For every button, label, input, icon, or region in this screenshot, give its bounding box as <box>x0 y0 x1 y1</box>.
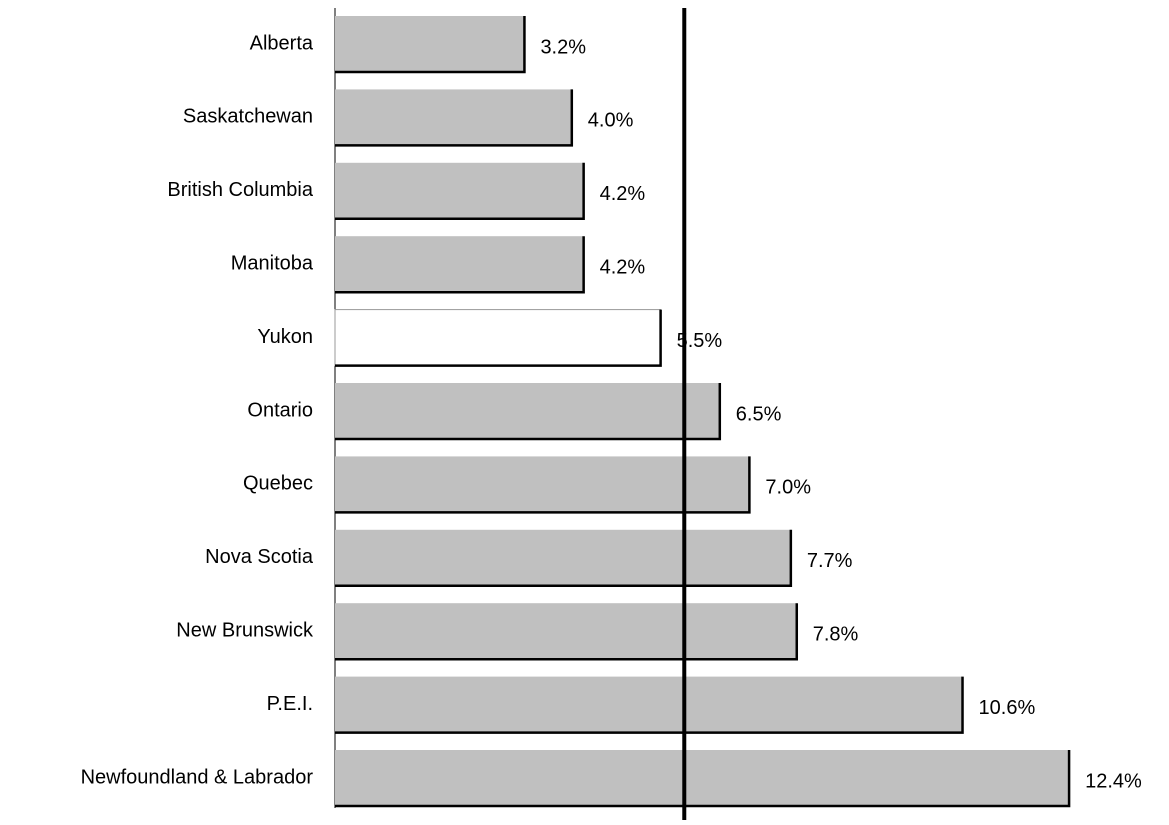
value-label: 12.4% <box>1085 770 1142 792</box>
value-label: 5.5% <box>677 330 723 352</box>
category-label: Newfoundland & Labrador <box>81 766 314 788</box>
bar <box>335 529 791 586</box>
category-label: Nova Scotia <box>205 546 314 568</box>
category-label: Quebec <box>243 473 313 495</box>
value-label: 4.2% <box>600 183 646 205</box>
bar-shadow <box>335 309 662 367</box>
category-label: Saskatchewan <box>183 106 313 128</box>
bar <box>335 750 1070 806</box>
category-label: Alberta <box>250 32 314 54</box>
category-label: British Columbia <box>167 179 313 201</box>
category-label: Yukon <box>257 326 313 348</box>
value-label: 4.2% <box>600 256 646 278</box>
value-label: 3.2% <box>540 36 586 58</box>
bar-shadow <box>335 676 964 734</box>
bar-shadow <box>335 750 1071 808</box>
bar <box>335 162 584 219</box>
bar-shadow <box>335 236 585 294</box>
category-label: Manitoba <box>231 252 314 274</box>
bar <box>335 603 797 660</box>
value-label: 7.8% <box>813 623 859 645</box>
bar <box>335 676 963 733</box>
value-label: 10.6% <box>979 697 1036 719</box>
bar <box>335 89 572 146</box>
bar-shadow <box>335 456 751 514</box>
bar <box>334 309 662 367</box>
value-label: 7.0% <box>765 477 811 499</box>
bar-shadow <box>335 16 526 74</box>
category-label: New Brunswick <box>176 619 314 641</box>
bar-shadow <box>335 89 574 147</box>
value-label: 4.0% <box>588 110 634 132</box>
value-label: 6.5% <box>736 403 782 425</box>
bar-shadow <box>335 162 585 221</box>
category-label: Ontario <box>247 399 313 421</box>
bar-shadow <box>335 603 799 661</box>
bar-shadow <box>335 529 793 588</box>
bar <box>335 16 525 72</box>
value-label: 7.7% <box>807 550 853 572</box>
category-label: P.E.I. <box>267 693 313 715</box>
bar <box>335 456 750 513</box>
bar <box>335 236 584 293</box>
bar <box>335 383 720 439</box>
bar-shadow <box>335 383 722 441</box>
